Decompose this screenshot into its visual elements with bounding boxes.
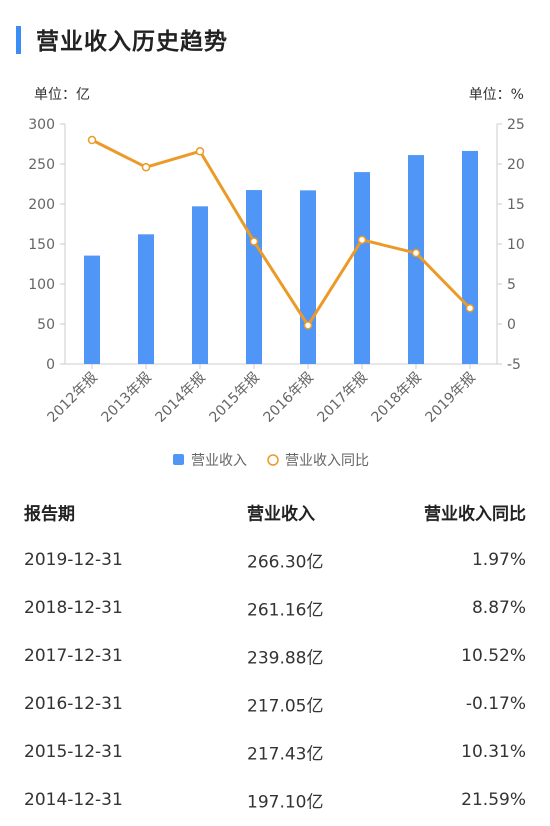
revenue-bar — [300, 190, 316, 364]
left-tick-label: 150 — [28, 237, 55, 253]
yoy-point — [87, 135, 97, 145]
right-tick-label: 10 — [507, 237, 525, 253]
revenue-bar — [246, 190, 262, 364]
legend-bar-label: 营业收入 — [191, 453, 247, 469]
left-tick-label: 250 — [28, 157, 55, 173]
cell-revenue: 239.88亿 — [247, 648, 324, 669]
table-row: 2014-12-31 197.10亿 21.59% — [0, 776, 550, 824]
table-row: 2018-12-31 261.16亿 8.87% — [0, 584, 550, 632]
revenue-bar — [462, 150, 478, 364]
cell-period: 2018-12-31 — [24, 598, 123, 618]
table-row: 2019-12-31 266.30亿 1.97% — [0, 536, 550, 584]
legend-line-label: 营业收入同比 — [285, 453, 369, 469]
cell-yoy: 10.52% — [461, 646, 526, 666]
cell-revenue: 217.43亿 — [247, 744, 324, 765]
revenue-bar — [408, 155, 424, 364]
cell-yoy: 1.97% — [471, 550, 526, 570]
right-tick-label: 15 — [507, 197, 525, 213]
yoy-point — [411, 248, 421, 258]
accent-bar — [16, 26, 21, 54]
cell-yoy: -0.17% — [465, 694, 526, 714]
yoy-point — [141, 162, 151, 172]
x-tick-label: 2019年报 — [423, 370, 479, 426]
right-tick-label: 5 — [507, 277, 516, 293]
header-revenue-yoy: 营业收入同比 — [424, 504, 526, 525]
left-tick-label: 50 — [37, 317, 55, 333]
cell-yoy: 8.87% — [471, 598, 526, 618]
left-unit-label: 单位：亿 — [34, 87, 90, 103]
right-unit-label: 单位：% — [468, 87, 524, 103]
left-tick-label: 100 — [28, 277, 55, 293]
page-title: 营业收入历史趋势 — [36, 29, 228, 55]
left-tick-label: 0 — [46, 357, 55, 373]
yoy-point — [195, 147, 205, 156]
revenue-bar — [84, 255, 100, 364]
cell-period: 2017-12-31 — [24, 646, 123, 666]
table-row: 2017-12-31 239.88亿 10.52% — [0, 632, 550, 680]
table-row: 2016-12-31 217.05亿 -0.17% — [0, 680, 550, 728]
cell-yoy: 21.59% — [461, 790, 526, 810]
x-tick-label: 2016年报 — [261, 370, 317, 426]
table-header-row: 报告期 营业收入 营业收入同比 — [0, 488, 550, 536]
x-tick-label: 2017年报 — [315, 370, 371, 426]
left-tick-label: 300 — [28, 117, 55, 133]
section-header: 营业收入历史趋势 — [0, 0, 550, 78]
right-tick-label: 20 — [507, 157, 525, 173]
cell-period: 2015-12-31 — [24, 742, 123, 762]
cell-yoy: 10.31% — [461, 742, 526, 762]
yoy-point — [249, 237, 259, 246]
revenue-bar — [192, 206, 208, 364]
right-tick-label: 25 — [507, 117, 525, 133]
cell-revenue: 197.10亿 — [247, 792, 324, 813]
cell-period: 2019-12-31 — [24, 550, 123, 570]
x-tick-label: 2012年报 — [45, 370, 101, 426]
yoy-point — [357, 235, 367, 245]
x-tick-label: 2018年报 — [369, 370, 425, 426]
yoy-point — [465, 303, 475, 313]
cell-revenue: 261.16亿 — [247, 600, 324, 621]
right-tick-label: 0 — [507, 317, 516, 333]
revenue-bar — [354, 172, 370, 364]
revenue-trend-chart: 0 50 100 150 200 250 300 -5 0 5 10 15 20 25 2012年报2013… — [28, 117, 525, 469]
yoy-point — [303, 321, 313, 330]
header-revenue: 营业收入 — [247, 504, 315, 525]
cell-revenue: 217.05亿 — [247, 696, 324, 717]
x-tick-label: 2014年报 — [153, 370, 209, 426]
cell-period: 2016-12-31 — [24, 694, 123, 714]
left-tick-label: 200 — [28, 197, 55, 213]
revenue-table: 报告期 营业收入 营业收入同比 2019-12-31 266.30亿 1.97%… — [0, 488, 550, 824]
x-tick-label: 2015年报 — [207, 370, 263, 426]
yoy-line — [91, 138, 472, 327]
x-tick-label: 2013年报 — [99, 370, 155, 426]
cell-period: 2014-12-31 — [24, 790, 123, 810]
header-report-period: 报告期 — [24, 504, 75, 525]
cell-revenue: 266.30亿 — [247, 552, 324, 573]
legend-line-swatch — [267, 454, 279, 466]
revenue-bar — [138, 234, 154, 364]
table-row: 2015-12-31 217.43亿 10.31% — [0, 728, 550, 776]
right-tick-label: -5 — [507, 357, 521, 373]
legend-bar-swatch — [173, 454, 184, 465]
